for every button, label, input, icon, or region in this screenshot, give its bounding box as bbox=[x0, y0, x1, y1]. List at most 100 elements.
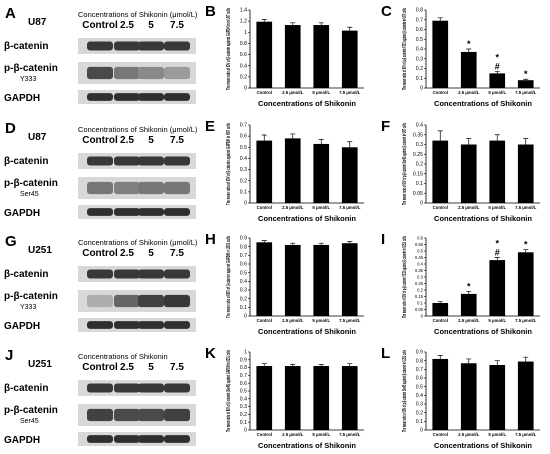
panel-letter: B bbox=[205, 3, 216, 20]
y-tick-label: 0.8 bbox=[240, 244, 247, 250]
y-tick-label: 0.1 bbox=[416, 181, 423, 187]
lane-label: 7.5 bbox=[170, 135, 184, 146]
x-tick-label: Control bbox=[433, 90, 448, 95]
y-axis-label: The mean ratio of IDV of β-catenin again… bbox=[226, 236, 232, 318]
x-tick-label: 2.5 μmol/L bbox=[282, 432, 304, 437]
lane-label: 5 bbox=[148, 248, 154, 259]
y-tick-label: 0.6 bbox=[240, 381, 247, 387]
y-axis-label: The mean ratio of IDV of β-catenin (Ser4… bbox=[226, 350, 232, 432]
error-bar bbox=[347, 26, 353, 31]
bar bbox=[341, 243, 358, 316]
y-tick-label: 0.9 bbox=[240, 357, 247, 363]
bar bbox=[517, 80, 534, 88]
bar bbox=[489, 73, 506, 88]
panel-letter: F bbox=[381, 118, 390, 135]
error-bar bbox=[318, 364, 324, 367]
lane-label: 2.5 bbox=[120, 362, 134, 373]
lane-label: 5 bbox=[148, 20, 154, 31]
lane-label: Control bbox=[82, 248, 118, 259]
error-bar bbox=[466, 48, 472, 52]
blot-band bbox=[138, 294, 164, 308]
x-tick-label: 5 μmol/L bbox=[312, 432, 330, 437]
y-tick-label: 0 bbox=[421, 314, 424, 319]
blot-strip bbox=[78, 38, 196, 54]
error-bar bbox=[318, 242, 324, 245]
y-tick-label: 0.8 bbox=[416, 8, 423, 14]
x-tick-label: 7.5 μmol/L bbox=[339, 432, 361, 437]
y-tick-label: 0.4 bbox=[240, 156, 247, 162]
y-tick-label: 1 bbox=[244, 350, 247, 356]
x-tick-label: Control bbox=[433, 205, 448, 210]
error-bar bbox=[437, 17, 443, 21]
bar bbox=[341, 30, 358, 88]
site-label: Y333 bbox=[20, 76, 36, 83]
x-axis-label: Concentrations of Shikonin bbox=[258, 327, 356, 336]
y-tick-label: 0.3 bbox=[240, 167, 247, 173]
blot-band bbox=[164, 435, 190, 443]
panel-letter: E bbox=[205, 118, 215, 135]
y-tick-label: 0 bbox=[244, 86, 247, 92]
y-tick-label: 0.3 bbox=[240, 288, 247, 294]
y-tick-label: 0.15 bbox=[415, 294, 424, 299]
error-bar bbox=[347, 141, 353, 148]
error-bar bbox=[290, 242, 296, 245]
x-axis-label: Concentrations of Shikonin bbox=[434, 99, 532, 108]
x-tick-label: 2.5 μmol/L bbox=[458, 318, 480, 323]
y-tick-label: 0.6 bbox=[240, 262, 247, 268]
x-tick-label: 7.5 μmol/L bbox=[515, 205, 537, 210]
x-axis-label: Concentrations of Shikonin bbox=[258, 99, 356, 108]
x-tick-label: 5 μmol/L bbox=[488, 205, 506, 210]
y-tick-label: 0.05 bbox=[415, 307, 424, 312]
lane-label: Control bbox=[82, 135, 118, 146]
lane-label: Control bbox=[82, 362, 118, 373]
bar bbox=[341, 366, 358, 430]
y-tick-label: 0.2 bbox=[416, 66, 423, 72]
blot-band bbox=[164, 269, 190, 279]
x-tick-label: 2.5 μmol/L bbox=[282, 318, 304, 323]
y-tick-label: 0.2 bbox=[240, 296, 247, 302]
blot-band bbox=[114, 181, 140, 195]
error-bar bbox=[290, 133, 296, 139]
y-tick-label: 0.8 bbox=[240, 365, 247, 371]
blot-strip bbox=[78, 380, 196, 396]
x-tick-label: 5 μmol/L bbox=[312, 205, 330, 210]
y-tick-label: 0.55 bbox=[415, 242, 424, 247]
blot-band bbox=[164, 181, 190, 195]
y-tick-label: 0.1 bbox=[240, 189, 247, 195]
blot-band bbox=[164, 383, 190, 393]
y-tick-label: 0 bbox=[420, 428, 423, 434]
blot-strip bbox=[78, 290, 196, 312]
blot-band bbox=[138, 321, 164, 329]
y-tick-label: 0.4 bbox=[240, 63, 247, 69]
y-tick-label: 0.6 bbox=[416, 376, 423, 382]
x-tick-label: 5 μmol/L bbox=[488, 318, 506, 323]
y-tick-label: 0.6 bbox=[417, 236, 423, 241]
blot-band bbox=[164, 208, 190, 216]
blot-strip bbox=[78, 90, 196, 104]
significance-mark: * bbox=[524, 69, 528, 79]
y-tick-label: 0.2 bbox=[416, 162, 423, 168]
blot-band bbox=[138, 208, 164, 216]
protein-label: p-β-catenin bbox=[4, 63, 58, 74]
cell-line-label: U87 bbox=[28, 17, 47, 28]
blot-band bbox=[138, 41, 164, 51]
blot-strip bbox=[78, 205, 196, 219]
lane-label: 5 bbox=[148, 135, 154, 146]
bar bbox=[460, 51, 477, 88]
error-bar bbox=[466, 138, 472, 145]
bar-chart: K The mean ratio of IDV of β-catenin (Ser… bbox=[205, 345, 364, 450]
blot-band bbox=[114, 93, 140, 101]
y-tick-label: 0.05 bbox=[413, 191, 423, 197]
panel-letter: L bbox=[381, 345, 390, 362]
y-tick-label: 0.3 bbox=[416, 402, 423, 408]
blot-band bbox=[138, 181, 164, 195]
blot-band bbox=[164, 93, 190, 101]
blot-band bbox=[114, 269, 140, 279]
x-tick-label: 2.5 μmol/L bbox=[458, 205, 480, 210]
blot-band bbox=[87, 383, 113, 393]
y-tick-label: 0 bbox=[244, 201, 247, 207]
x-tick-label: 2.5 μmol/L bbox=[458, 432, 480, 437]
x-tick-label: Control bbox=[257, 90, 272, 95]
significance-mark: * bbox=[524, 240, 528, 250]
blot-strip bbox=[78, 177, 196, 199]
